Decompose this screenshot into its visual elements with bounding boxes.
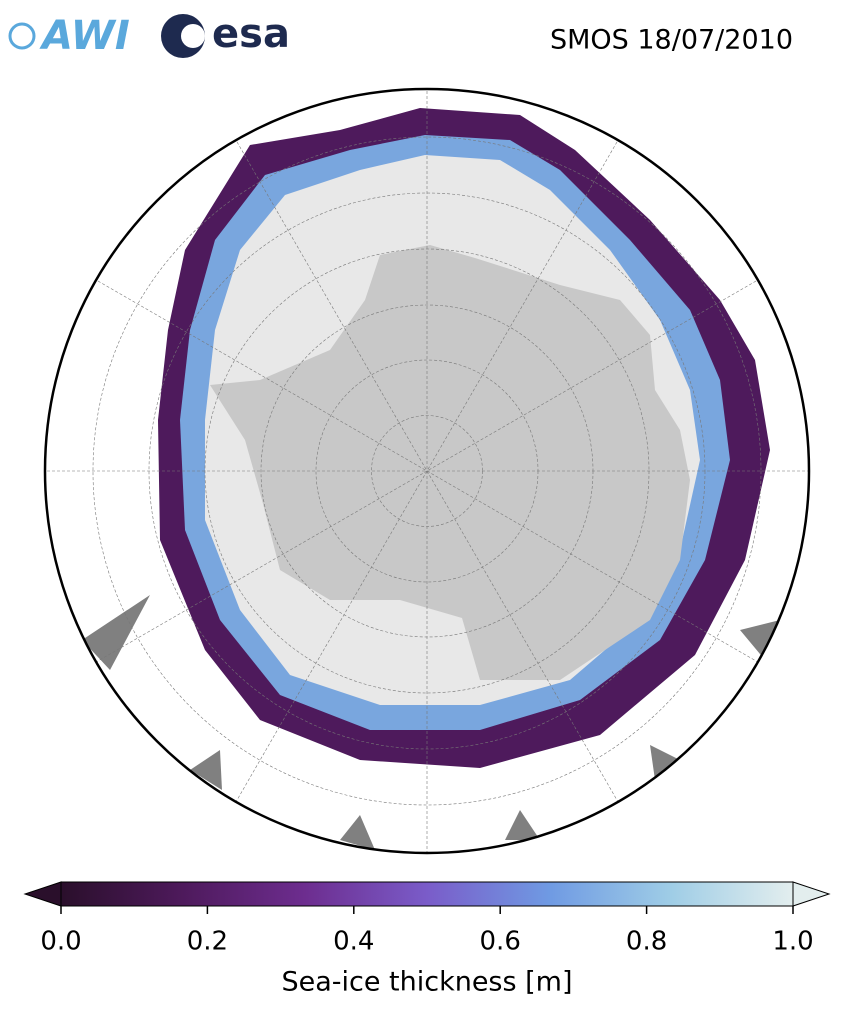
colorbar-extend-high xyxy=(792,881,831,907)
colorbar-label: Sea-ice thickness [m] xyxy=(281,967,572,998)
colorbar-tick-label: 0.8 xyxy=(626,927,667,957)
graticule xyxy=(45,89,809,853)
logo-esa: esa xyxy=(161,11,290,58)
colorbar-tick-label: 1.0 xyxy=(772,927,813,957)
map-border xyxy=(43,87,811,855)
colorbar-extend-low xyxy=(23,881,62,907)
logo-awi-text: AWI xyxy=(39,13,130,59)
map-title: SMOS 18/07/2010 xyxy=(550,25,793,56)
logo-awi: AWI xyxy=(8,13,130,59)
graticule-circle xyxy=(92,136,762,806)
logo-esa-text: esa xyxy=(212,11,290,57)
antarctica xyxy=(210,245,690,680)
colorbar: Sea-ice thickness [m] 0.0 0.2 0.4 0.6 0.8 1.0 xyxy=(23,881,831,998)
colorbar-body xyxy=(60,881,794,907)
colorbar-tick-label: 0.2 xyxy=(187,927,228,957)
graticule-meridian xyxy=(80,270,774,672)
map xyxy=(45,89,809,853)
colorbar-tick-label: 0.6 xyxy=(480,927,521,957)
colorbar-tick-label: 0.0 xyxy=(40,927,81,957)
colorbar-tick-label: 0.4 xyxy=(333,927,374,957)
